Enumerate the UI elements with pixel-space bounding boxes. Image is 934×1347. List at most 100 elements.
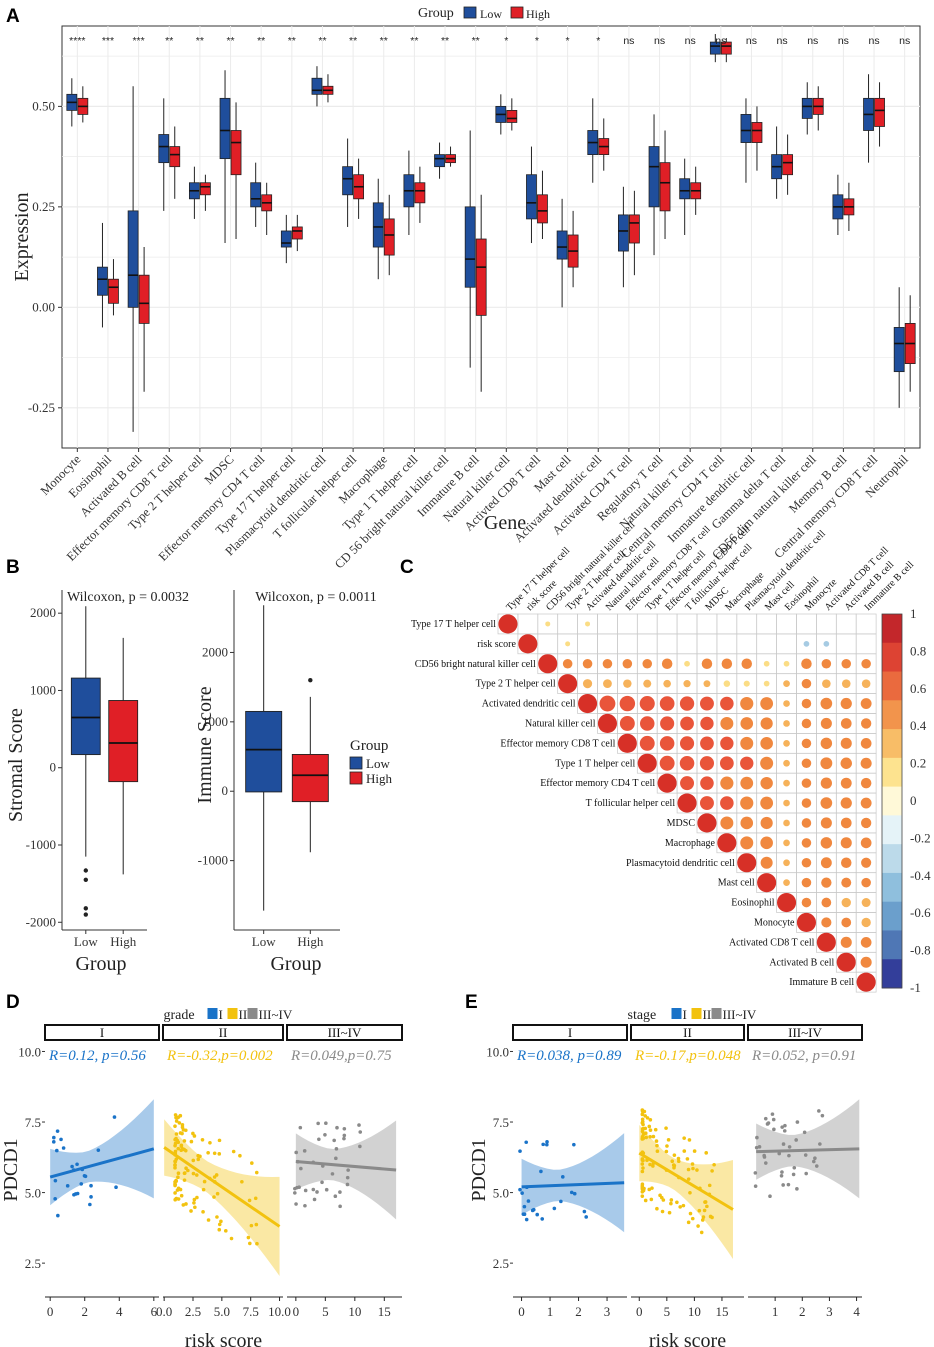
a-box-body: [291, 226, 303, 240]
scatter-point: [753, 1171, 758, 1175]
facet-stat: R=0.052, p=0.91: [751, 1048, 856, 1064]
scatter-point: [75, 1162, 79, 1167]
c-correlation-dot: [737, 853, 757, 873]
c-correlation-dot: [860, 698, 872, 709]
scatter-point: [584, 1215, 588, 1219]
a-box-low: [403, 150, 415, 235]
scatter-point: [645, 1116, 650, 1120]
a-box-low: [311, 66, 323, 107]
scatter-ylabel: PDCD1: [0, 1138, 22, 1201]
scatter-point: [320, 1180, 324, 1185]
c-correlation-dot: [821, 877, 832, 888]
b-outlier: [308, 678, 313, 683]
scatter-point: [189, 1209, 193, 1213]
c-cell: [656, 633, 678, 655]
c-correlation-dot: [861, 857, 872, 868]
facet-stat: R=-0.17,p=0.048: [634, 1048, 741, 1064]
scatter-point: [780, 1170, 784, 1174]
a-box-high: [199, 174, 211, 211]
a-significance-label: **: [441, 35, 449, 47]
a-box-low: [464, 130, 476, 368]
scatter-point: [217, 1152, 222, 1156]
c-correlation-dot: [740, 736, 754, 750]
scatter-point: [640, 1169, 645, 1174]
scatter-point: [173, 1149, 178, 1154]
c-correlation-dot: [760, 756, 774, 770]
scatter-point: [792, 1165, 797, 1170]
c-correlation-dot: [861, 877, 871, 888]
facet-xtick-label: 1: [772, 1304, 779, 1319]
scatter-point: [664, 1126, 668, 1130]
b-xtick-label: Low: [74, 934, 98, 949]
a-box-body: [874, 97, 885, 127]
scatter-point: [676, 1156, 681, 1161]
c-cell: [577, 633, 598, 655]
c-correlation-dot: [820, 737, 833, 750]
c-correlation-dot: [860, 718, 872, 729]
facet-strip: [162, 1024, 284, 1041]
scatter-point: [324, 1187, 329, 1192]
scatter-point: [217, 1222, 222, 1227]
c-correlation-dot: [801, 698, 812, 709]
scatter-ylabel: PDCD1: [468, 1138, 490, 1201]
c-correlation-dot: [603, 679, 612, 689]
scatter-point: [648, 1128, 653, 1132]
a-box-body: [158, 134, 170, 164]
scatter-point: [763, 1116, 768, 1121]
scatter-point: [811, 1159, 816, 1164]
immune-xlabel: Group: [270, 953, 321, 975]
c-correlation-dot: [740, 816, 754, 830]
scatter-point: [333, 1194, 338, 1199]
scatter-point: [191, 1131, 195, 1136]
c-colorbar-band: [882, 844, 902, 874]
c-correlation-dot: [661, 658, 673, 670]
scatter-point: [293, 1186, 297, 1191]
facet-xtick-label: 0: [293, 1304, 300, 1319]
scatter-legend-label: III~IV: [259, 1007, 293, 1022]
c-correlation-dot: [860, 937, 872, 948]
scatter-point: [215, 1215, 219, 1219]
a-box-body: [464, 206, 476, 288]
c-correlation-dot: [721, 658, 733, 670]
a-box-low: [127, 86, 139, 432]
scatter-point: [173, 1162, 177, 1167]
scatter-point: [208, 1140, 212, 1145]
a-box-body: [434, 154, 445, 168]
b-ytick-label: -1000: [198, 853, 228, 868]
c-colorbar-tick: 0.4: [910, 718, 927, 733]
c-correlation-dot: [639, 735, 655, 751]
c-correlation-dot: [816, 932, 836, 952]
panel-a-boxplot: Group Low High -0.250.000.250.50 Monocyt…: [11, 6, 921, 571]
c-colorbar-tick: 0.2: [910, 756, 926, 771]
facet-xtick-label: 2.5: [185, 1304, 201, 1319]
c-correlation-dot: [820, 817, 832, 829]
a-box-high: [782, 134, 794, 195]
scatter-point: [173, 1124, 177, 1128]
scatter-point: [294, 1150, 298, 1155]
c-colorbar-band: [882, 815, 902, 845]
c-correlation-dot: [720, 716, 734, 730]
confidence-band: [521, 1133, 625, 1233]
c-cell: [557, 613, 578, 635]
a-box-low: [893, 287, 905, 408]
scatter-point: [669, 1198, 674, 1202]
regression-line: [638, 1151, 734, 1211]
c-correlation-dot: [783, 759, 790, 767]
c-cell: [597, 613, 618, 635]
c-correlation-dot: [760, 856, 773, 869]
c-correlation-dot: [801, 758, 812, 769]
facet-xtick-label: 6: [151, 1304, 158, 1319]
c-correlation-dot: [820, 797, 833, 809]
c-correlation-dot: [740, 836, 754, 850]
scatter-point: [817, 1109, 821, 1113]
a-box-high: [414, 166, 426, 223]
scatter-legend-swatch: [691, 1008, 702, 1019]
regression-line: [521, 1181, 625, 1189]
c-correlation-dot: [840, 797, 852, 809]
c-row-label: Activated CD8 T cell: [729, 937, 815, 948]
c-correlation-dot: [498, 614, 518, 634]
b-outlier: [83, 868, 89, 873]
scatter-point: [176, 1186, 181, 1191]
scatter-legend-swatch: [711, 1008, 722, 1019]
scatter-point: [179, 1193, 184, 1198]
